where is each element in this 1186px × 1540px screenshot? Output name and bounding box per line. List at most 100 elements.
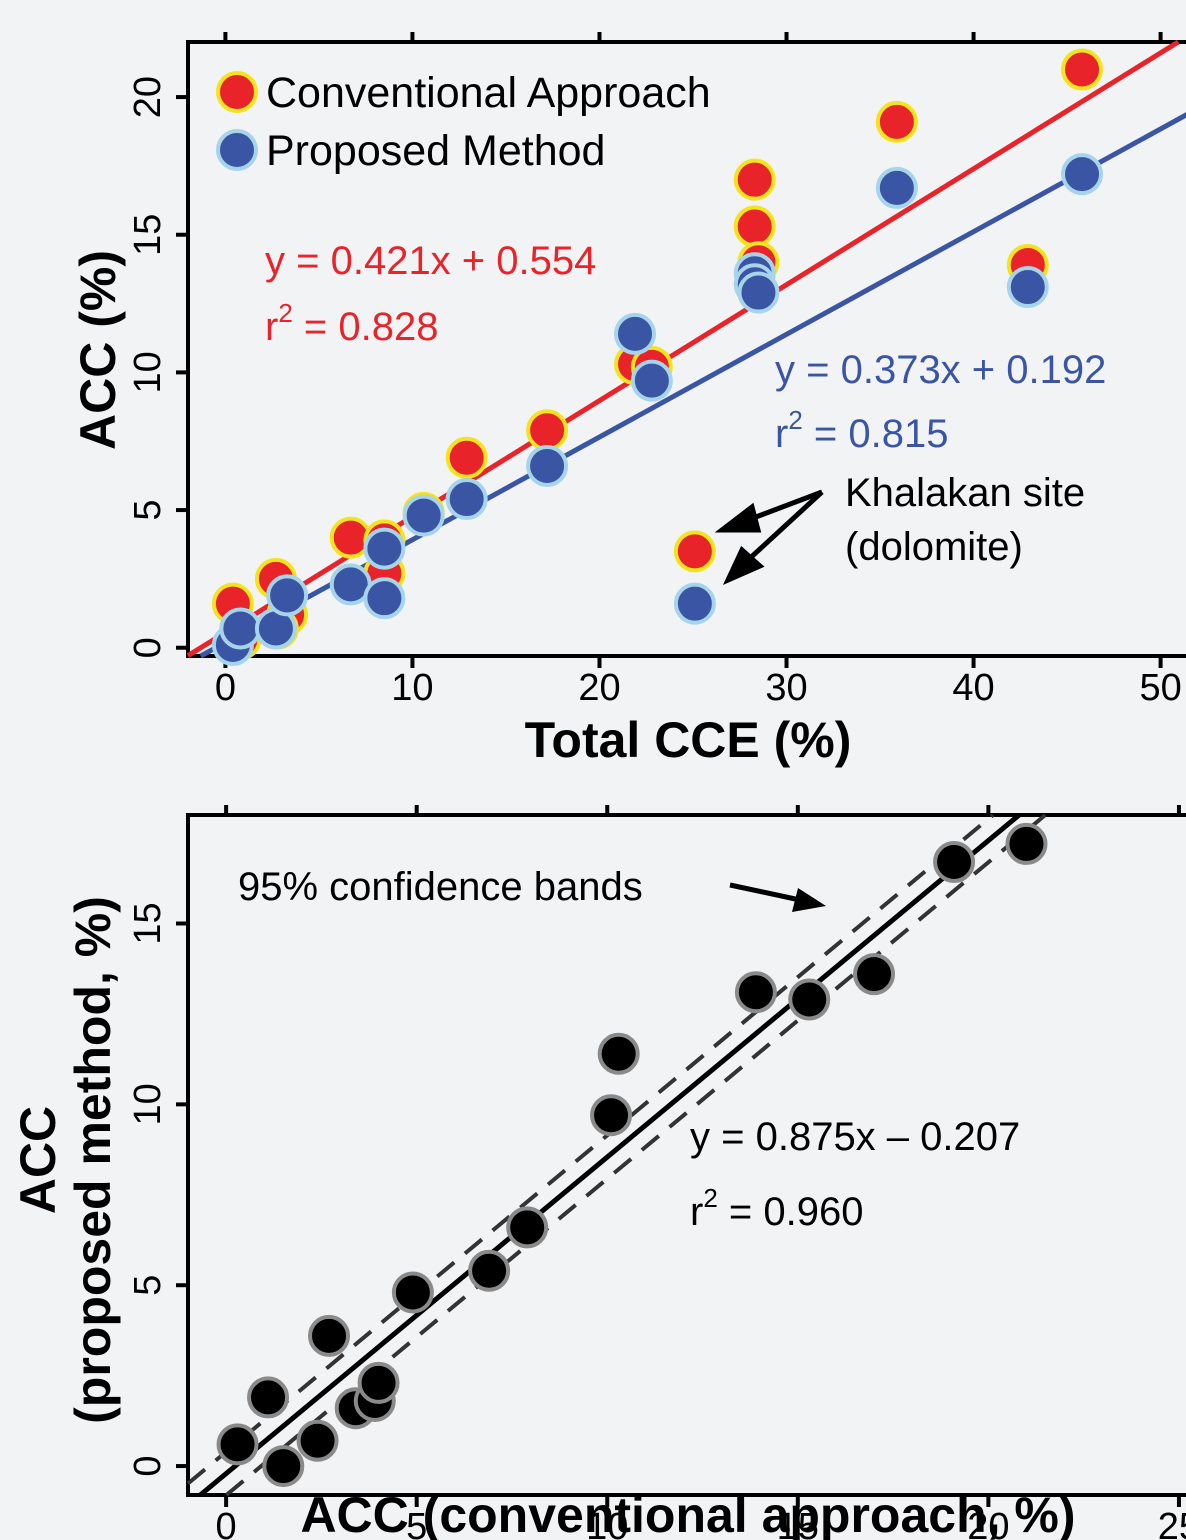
confidence-bands-label: 95% confidence bands [238,865,643,909]
legend-label-proposed: Proposed Method [266,127,605,175]
legend-marker-conventional [216,71,258,113]
bottom-y-tick-label: 0 [127,1455,169,1476]
khalakan-label-line1: Khalakan site [845,471,1085,515]
top-x-axis-title: Total CCE (%) [525,712,852,768]
confidence-bands-arrow [729,882,826,912]
comparison-point [357,1361,400,1404]
top-legend: Conventional Approach Proposed Method [216,69,711,175]
proposed-point [1006,266,1049,309]
khalakan-arrowhead-2 [722,545,765,585]
comparison-point [853,953,896,996]
blue-fit-equation: y = 0.373x + 0.192 [775,348,1106,392]
bottom-x-tick-label: 0 [216,1506,237,1540]
bottom-fit-r2: r2 = 0.960 [690,1183,863,1234]
conventional-point [733,158,776,201]
bottom-x-tick-label: 10 [586,1506,628,1540]
bottom-r2-exponent: 2 [703,1183,717,1213]
top-plot-frame [186,40,1186,658]
bottom-x-tick-label: 25 [1158,1506,1186,1540]
khalakan-arrowhead-1 [714,502,762,533]
conventional-point [673,530,716,573]
bottom-fit-lines [186,813,1047,1497]
top-x-tick-label: 50 [1139,667,1181,709]
bottom-x-axis-title: ACC (conventional approach, %) [300,1487,1075,1540]
bottom-data-points [216,822,1048,1488]
top-y-tick-label: 10 [127,351,169,393]
bottom-fit-line [198,813,1021,1497]
proposed-point [614,312,657,355]
bottom-x-tick-label: 5 [406,1506,427,1540]
top-panel: 0 10 20 30 40 50 0 5 10 15 20 Conventional Approac… [70,32,1186,768]
bottom-y-axis-title-line2: (proposed method, %) [65,896,121,1424]
confidence-band-upper [186,813,995,1486]
khalakan-label-line2: (dolomite) [845,525,1023,569]
comparison-point [788,978,831,1021]
top-x-tick-label: 40 [952,667,994,709]
bottom-y-tick-label: 10 [127,1083,169,1125]
legend-label-conventional: Conventional Approach [266,69,711,117]
proposed-point [266,574,309,617]
proposed-point [526,445,569,488]
conventional-point [1061,48,1104,91]
comparison-point [1005,822,1048,865]
red-fit-r2: r2 = 0.828 [265,298,438,349]
proposed-point [737,271,780,314]
proposed-point [673,582,716,625]
conventional-point [733,205,776,248]
bottom-x-tick-label: 15 [777,1506,819,1540]
proposed-point [363,577,406,620]
blue-r2-value: = 0.815 [803,412,949,456]
proposed-point [402,494,445,537]
comparison-point [391,1271,434,1314]
bottom-panel: 0 5 10 15 20 25 0 5 10 15 95% confidence bands y … [10,805,1186,1540]
bottom-y-axis-title-line1: ACC [10,1106,66,1214]
top-x-tick-label: 0 [215,667,236,709]
confidence-arrow-line [729,882,801,903]
bottom-fit-equation: y = 0.875x – 0.207 [690,1115,1020,1159]
conventional-point [526,409,569,452]
proposed-point [445,478,488,521]
bottom-plot-frame [186,813,1186,1497]
red-fit-equation: y = 0.421x + 0.554 [265,239,596,283]
top-y-axis-title: ACC (%) [70,250,126,450]
top-x-tick-label: 30 [765,667,807,709]
proposed-point [363,527,406,570]
bottom-r2-prefix: r [690,1190,703,1234]
khalakan-arrow-2 [746,490,824,562]
confidence-arrowhead [792,888,826,912]
proposed-point [1061,153,1104,196]
blue-r2-exponent: 2 [788,405,802,435]
comparison-point [216,1423,259,1466]
bottom-y-tick-label: 5 [127,1275,169,1296]
comparison-point [262,1445,305,1488]
comparison-point [296,1419,339,1462]
top-y-tick-label: 15 [127,214,169,256]
proposed-point [630,359,673,402]
top-y-tick-label: 20 [127,76,169,118]
proposed-point [875,166,918,209]
bottom-x-tick-label: 20 [967,1506,1009,1540]
red-r2-value: = 0.828 [293,305,439,349]
top-axes-ticks: 0 10 20 30 40 50 0 5 10 15 20 [127,32,1182,709]
top-y-tick-label: 5 [127,500,169,521]
bottom-r2-value: = 0.960 [718,1190,864,1234]
blue-fit-r2: r2 = 0.815 [775,405,948,456]
khalakan-arrow-1 [747,489,823,523]
comparison-point [468,1249,511,1292]
comparison-point [597,1032,640,1075]
red-r2-prefix: r [265,305,278,349]
comparison-point [506,1206,549,1249]
bottom-y-tick-label: 15 [127,902,169,944]
top-x-tick-label: 10 [391,667,433,709]
comparison-point [590,1094,633,1137]
comparison-point [247,1376,290,1419]
comparison-point [734,971,777,1014]
conventional-point [875,100,918,143]
legend-marker-proposed [216,129,258,171]
blue-r2-prefix: r [775,412,788,456]
top-data-points [211,48,1104,666]
top-x-tick-label: 20 [578,667,620,709]
red-r2-exponent: 2 [278,298,292,328]
comparison-point [308,1314,351,1357]
